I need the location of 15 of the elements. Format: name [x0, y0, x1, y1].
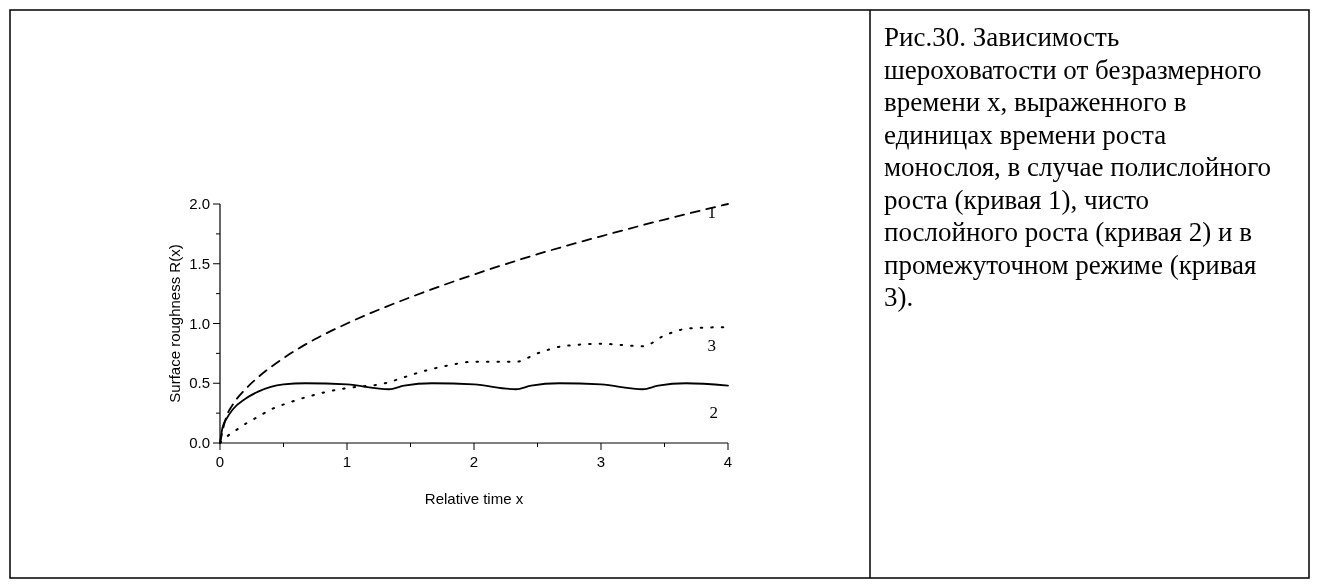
x-tick-label: 0 [215, 453, 225, 470]
series-label: 2 [709, 402, 718, 422]
x-axis-title: Relative time x [424, 490, 524, 507]
x-tick-label: 2 [469, 453, 479, 470]
y-tick-label: 1.0 [189, 314, 210, 332]
x-tick-label: 1 [342, 453, 352, 470]
y-axis-title: Surface roughness R(x) [166, 244, 183, 403]
y-tick-label: 0.0 [189, 434, 210, 451]
text: Рис.30. Зависимость шероховатости от безразмерного времени x, выраженного в единицах времени роста монослоя, в случае полислойного роста (кривая 1), чисто послойного роста (кривая 2) и в промежуточном режиме (кривая 3). [884, 22, 1272, 312]
y-tick-label: 1.5 [189, 254, 210, 272]
series-label: 3 [707, 336, 716, 356]
x-tick-label: 4 [723, 453, 733, 470]
x-tick-label: 3 [596, 453, 606, 470]
y-tick-label: 0.5 [189, 374, 210, 392]
y-tick-label: 2.0 [189, 195, 210, 212]
